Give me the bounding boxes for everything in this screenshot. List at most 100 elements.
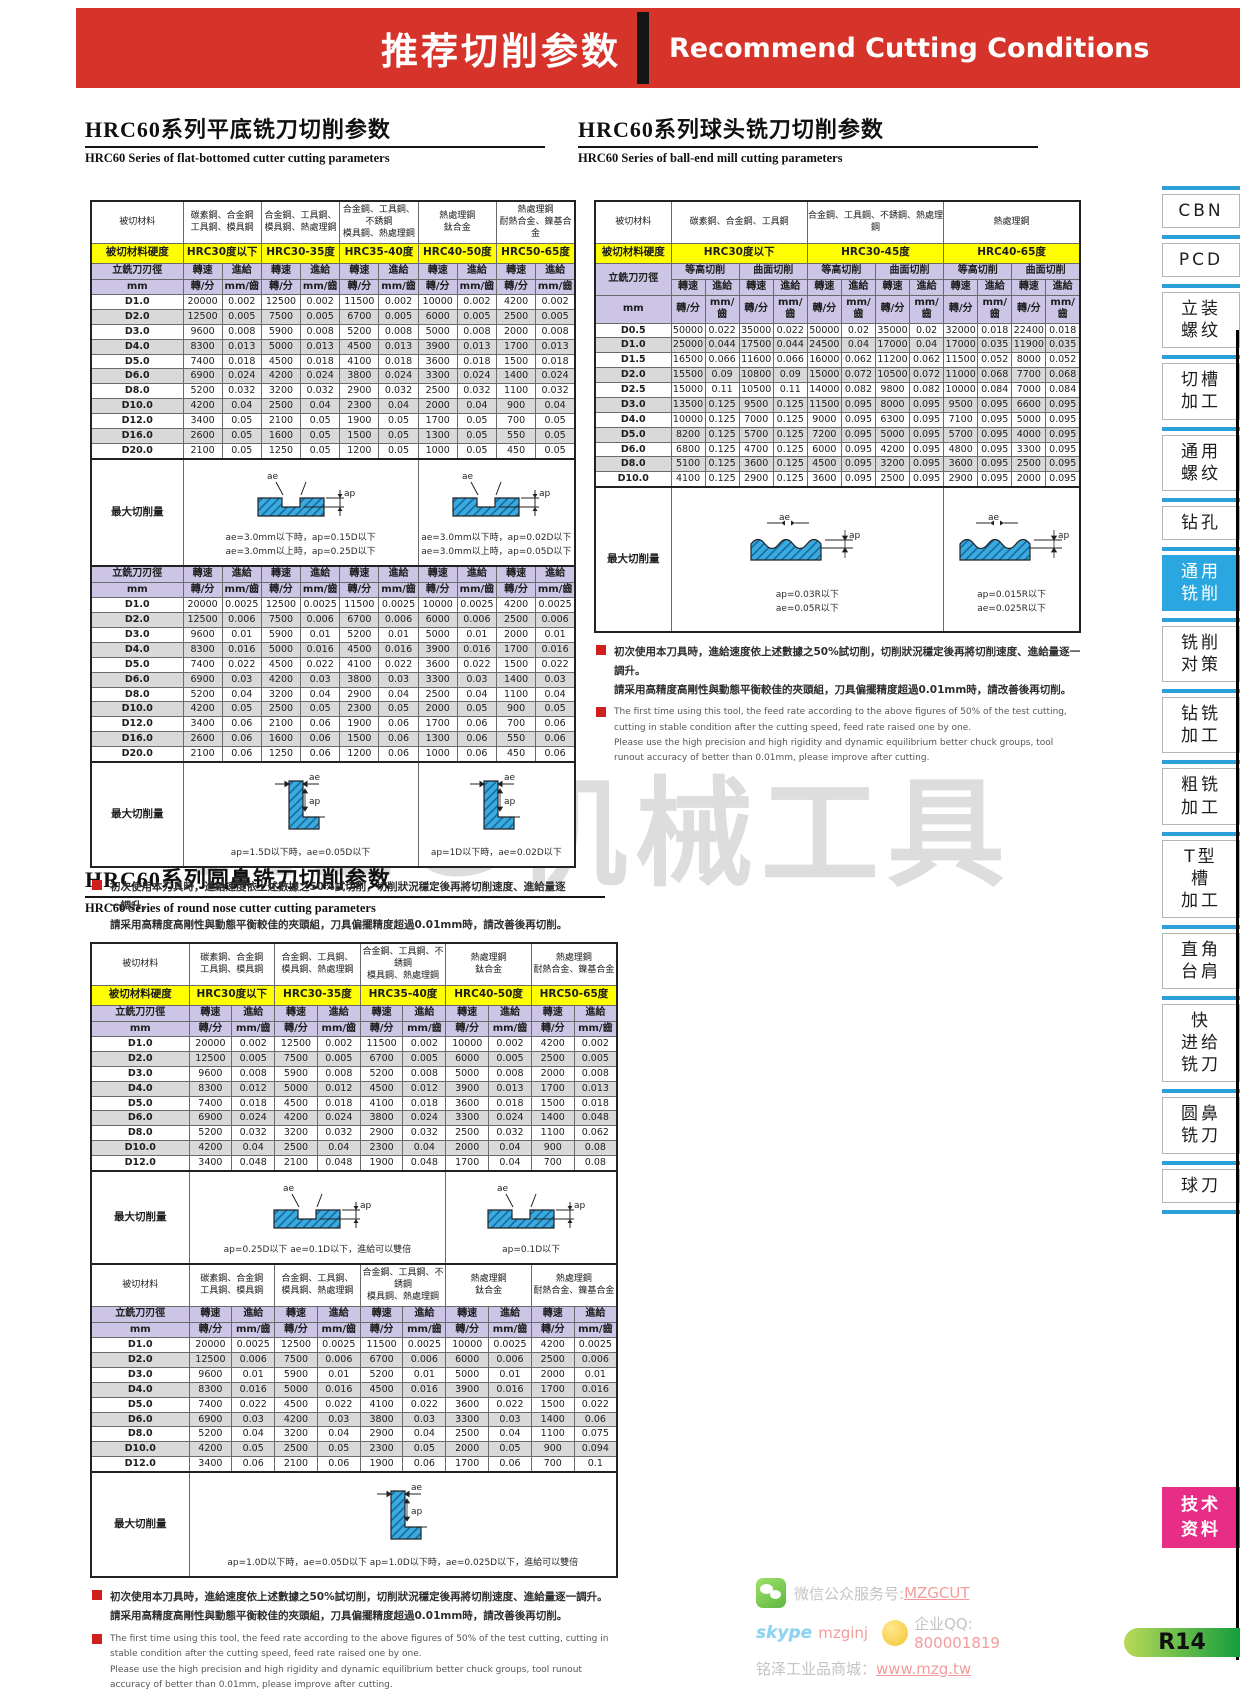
value-cell: 1400	[530, 1411, 575, 1428]
value-cell: 900	[495, 701, 537, 718]
note-en: The first time using this tool, the feed…	[594, 705, 1081, 766]
value-cell: 5000	[874, 426, 911, 443]
value-cell: 0.018	[402, 1095, 447, 1112]
value-cell: 7500	[260, 308, 302, 325]
value-cell: 3600	[417, 353, 458, 370]
value-cell: 0.05	[221, 413, 262, 429]
sidebar-item-grooving[interactable]: 切槽 加工	[1162, 363, 1240, 420]
value-cell: 3600	[738, 456, 774, 473]
value-cell: 0.032	[488, 1125, 532, 1142]
rpm-unit: 轉/分	[874, 294, 911, 324]
value-cell: 2500	[495, 612, 537, 629]
value-cell: 13500	[670, 396, 706, 413]
value-cell: 2500	[445, 1125, 490, 1142]
value-cell: 0.0025	[378, 597, 419, 614]
sidebar-item-cbn[interactable]: CBN	[1162, 194, 1240, 229]
diameter-cell: D3.0	[90, 627, 184, 643]
value-cell: 0.005	[488, 1050, 532, 1067]
sidebar-item-drill-milling[interactable]: 钻铣 加工	[1162, 697, 1240, 754]
value-cell: 0.052	[1045, 352, 1081, 369]
value-cell: 0.002	[456, 294, 498, 310]
value-cell: 2300	[359, 1441, 404, 1458]
feed-unit: mm/齒	[488, 1020, 532, 1037]
value-cell: 3900	[445, 1080, 490, 1097]
sidebar-item-general-thread[interactable]: 通用 螺纹	[1162, 434, 1240, 491]
value-cell: 5000	[260, 641, 302, 658]
feed-label: 進給	[772, 278, 808, 296]
feed-label: 進給	[300, 565, 341, 583]
value-cell: 0.04	[402, 1426, 447, 1443]
sidebar-item-drilling[interactable]: 钻孔	[1162, 505, 1240, 540]
feed-label: 進給	[456, 565, 498, 583]
value-cell: 10000	[445, 1036, 490, 1052]
skype-id[interactable]: mzginj	[818, 1624, 869, 1643]
sidebar-item-milling-strategy[interactable]: 铣削 对策	[1162, 626, 1240, 683]
value-cell: 900	[495, 398, 537, 414]
value-cell: 0.044	[772, 337, 808, 354]
value-cell: 0.09	[772, 367, 808, 383]
value-cell: 2500	[417, 686, 458, 703]
value-cell: 3300	[417, 368, 458, 385]
ball-end-block: 被切材料 碳素鋼、合金鋼、工具鋼 合金鋼、工具鋼、不銹鋼、熱處理鋼 熱處理鋼 被切材料硬…	[594, 200, 1081, 773]
value-cell: 0.024	[316, 1110, 361, 1127]
page-edge-line	[1236, 330, 1239, 1660]
value-cell: 0.022	[704, 322, 740, 339]
sidebar-item-square-shoulder[interactable]: 直角 台肩	[1162, 932, 1240, 990]
value-cell: 0.125	[704, 426, 740, 443]
mall-url-link[interactable]: www.mzg.tw	[876, 1659, 972, 1678]
material-cell: 合金鋼、工具鋼、不銹鋼 模具鋼、熱處理鋼	[359, 1263, 447, 1307]
value-cell: 3300	[417, 671, 458, 688]
sidebar-item-general-milling[interactable]: 通用 铣削	[1162, 554, 1240, 612]
value-cell: 0.094	[573, 1441, 618, 1458]
value-cell: 2000	[530, 1366, 575, 1383]
sidebar-item-rough-milling[interactable]: 粗铣 加工	[1162, 768, 1240, 825]
value-cell: 900	[530, 1140, 575, 1156]
value-cell: 0.0025	[300, 597, 341, 614]
value-cell: 0.013	[573, 1080, 618, 1097]
material-cell: 碳素鋼、合金鋼 工具鋼、模具鋼	[182, 200, 262, 244]
value-cell: 450	[495, 746, 537, 763]
sidebar-item-fast-feed[interactable]: 快 进给 铣刀	[1162, 1004, 1240, 1083]
material-cell: 熱處理鋼 鈦合金	[445, 1263, 532, 1307]
wechat-id-link[interactable]: MZGCUT	[904, 1584, 970, 1602]
max-cut-caption: ap=1.5D以下時，ae=0.05D以下	[230, 847, 371, 858]
mm-label: mm	[594, 294, 672, 324]
value-cell: 2900	[359, 1426, 404, 1443]
value-cell: 2900	[339, 686, 380, 703]
value-cell: 0.016	[456, 641, 498, 658]
hardness-cell: HRC30度以下	[670, 242, 808, 264]
value-cell: 2100	[182, 442, 223, 460]
sidebar-item-vertical-thread[interactable]: 立装 螺纹	[1162, 292, 1240, 349]
value-cell: 6000	[445, 1050, 490, 1067]
hardness-label: 被切材料硬度	[90, 984, 190, 1006]
rpm-unit: 轉/分	[670, 294, 706, 324]
diameter-cell: D2.0	[90, 308, 184, 325]
sidebar-item-pcd[interactable]: PCD	[1162, 243, 1240, 278]
value-cell: 9600	[182, 627, 223, 643]
value-cell: 0.008	[488, 1065, 532, 1082]
value-cell: 3300	[445, 1411, 490, 1428]
qq-number[interactable]: 800001819	[914, 1634, 1000, 1653]
value-cell: 0.0025	[231, 1337, 276, 1354]
value-cell: 3400	[182, 413, 223, 429]
value-cell: 0.048	[573, 1110, 618, 1127]
value-cell: 0.008	[573, 1065, 618, 1082]
value-cell: 0.0025	[535, 597, 576, 614]
value-cell: 5200	[182, 686, 223, 703]
value-cell: 5000	[274, 1381, 318, 1398]
svg-text:ap: ap	[539, 489, 551, 499]
value-cell: 9600	[188, 1366, 233, 1383]
value-cell: 7700	[1011, 367, 1047, 383]
sidebar-item-ball-cutter[interactable]: 球刀	[1162, 1168, 1240, 1203]
speed-label: 轉速	[445, 1305, 490, 1323]
sidebar-item-round-nose[interactable]: 圆鼻 铣刀	[1162, 1097, 1240, 1154]
value-cell: 8000	[874, 396, 911, 413]
value-cell: 0.05	[535, 427, 576, 444]
hardness-label: 被切材料硬度	[594, 242, 672, 264]
sidebar-item-t-slot[interactable]: T型 槽 加工	[1162, 839, 1240, 918]
sidebar-item-tech-data[interactable]: 技术 资料	[1162, 1487, 1240, 1549]
value-cell: 8300	[188, 1080, 233, 1097]
material-cell: 合金鋼、工具鋼、 模具鋼、熱處理鋼	[260, 200, 341, 244]
max-cut-caption: ap=0.25D以下 ae=0.1D以下，進給可以雙倍	[223, 1244, 412, 1255]
rpm-unit: 轉/分	[182, 581, 223, 599]
